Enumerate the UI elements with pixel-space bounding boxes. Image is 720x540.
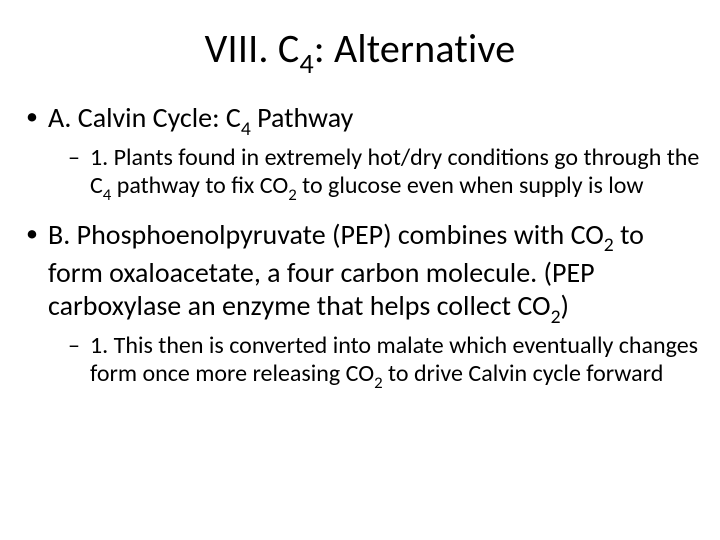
bullet-b1-seg2: to drive Calvin cycle forward xyxy=(383,359,664,388)
bullet-b-seg0: B. Phosphoenolpyruvate (PEP) combines wi… xyxy=(48,217,604,252)
bullet-list: A. Calvin Cycle: C4 Pathway 1. Plants fo… xyxy=(18,101,702,392)
bullet-a-seg2: Pathway xyxy=(251,100,354,135)
bullet-a1-seg2: pathway to fix CO xyxy=(111,171,288,200)
bullet-a-seg0: A. Calvin Cycle: C xyxy=(48,100,241,135)
slide: VIII. C4: Alternative A. Calvin Cycle: C… xyxy=(0,0,720,540)
bullet-b-seg3: 2 xyxy=(551,305,561,329)
bullet-a: A. Calvin Cycle: C4 Pathway 1. Plants fo… xyxy=(26,101,702,204)
bullet-a-seg1: 4 xyxy=(241,117,251,141)
bullet-b-seg4: ) xyxy=(561,288,570,323)
bullet-b-sublist: 1. This then is converted into malate wh… xyxy=(48,332,702,392)
bullet-b1: 1. This then is converted into malate wh… xyxy=(68,332,702,392)
bullet-b1-seg1: 2 xyxy=(374,372,383,393)
bullet-b-seg1: 2 xyxy=(604,233,614,257)
bullet-a1-seg4: to glucose even when supply is low xyxy=(297,171,644,200)
bullet-a1-seg1: 4 xyxy=(103,184,112,205)
bullet-a1: 1. Plants found in extremely hot/dry con… xyxy=(68,144,702,204)
title-post: : Alternative xyxy=(314,24,515,73)
bullet-a-sublist: 1. Plants found in extremely hot/dry con… xyxy=(48,144,702,204)
title-sub: 4 xyxy=(299,46,313,81)
bullet-b: B. Phosphoenolpyruvate (PEP) combines wi… xyxy=(26,218,702,392)
title-pre: VIII. C xyxy=(205,24,300,73)
slide-title: VIII. C4: Alternative xyxy=(18,24,702,79)
bullet-a1-seg3: 2 xyxy=(288,184,297,205)
